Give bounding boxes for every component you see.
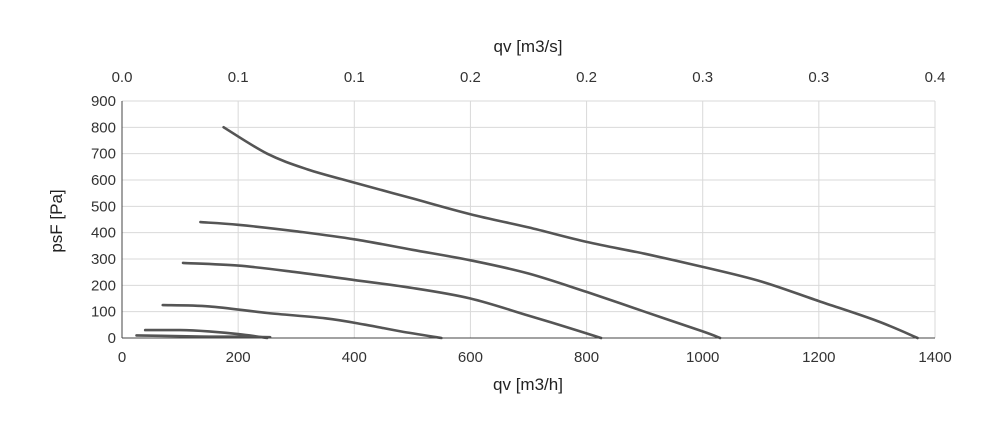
x2-tick-label: 0.2 [576,69,597,86]
bottom-axis-title: qv [m3/h] [493,375,563,394]
x-tick-label: 1400 [918,349,951,366]
fan-curve-2 [199,220,722,340]
y-tick-label: 400 [91,225,116,242]
x2-tick-label: 0.1 [228,69,249,86]
axes [121,101,935,339]
fan-curve-1 [222,126,919,340]
top-axis-title: qv [m3/s] [494,37,563,56]
x2-tick-label: 0.3 [692,69,713,86]
y-tick-label: 800 [91,119,116,136]
y-tick-label: 200 [91,277,116,294]
tick-labels: 00.02000.14000.16000.28000.210000.312000… [91,69,952,366]
x2-tick-label: 0.3 [808,69,829,86]
x-tick-label: 800 [574,349,599,366]
grid [121,100,936,339]
fan-curve-4 [161,303,443,340]
y-tick-label: 900 [91,93,116,110]
y-tick-label: 0 [108,330,116,347]
fan-curve-6 [135,334,272,339]
x2-tick-label: 0.4 [925,69,946,86]
x-tick-label: 400 [342,349,367,366]
y-tick-label: 700 [91,146,116,163]
fan-curve-5 [143,328,269,340]
x-tick-label: 200 [226,349,251,366]
y-tick-label: 600 [91,172,116,189]
x-tick-label: 1000 [686,349,719,366]
y-tick-label: 500 [91,198,116,215]
curves [135,126,919,340]
x2-tick-label: 0.2 [460,69,481,86]
x-tick-label: 1200 [802,349,835,366]
x2-tick-label: 0.1 [344,69,365,86]
y-tick-label: 100 [91,304,116,321]
fan-curve-3 [181,261,603,340]
x-tick-label: 0 [118,349,126,366]
y-tick-label: 300 [91,251,116,268]
y-axis-title: psF [Pa] [47,189,66,252]
x-tick-label: 600 [458,349,483,366]
x2-tick-label: 0.0 [112,69,133,86]
